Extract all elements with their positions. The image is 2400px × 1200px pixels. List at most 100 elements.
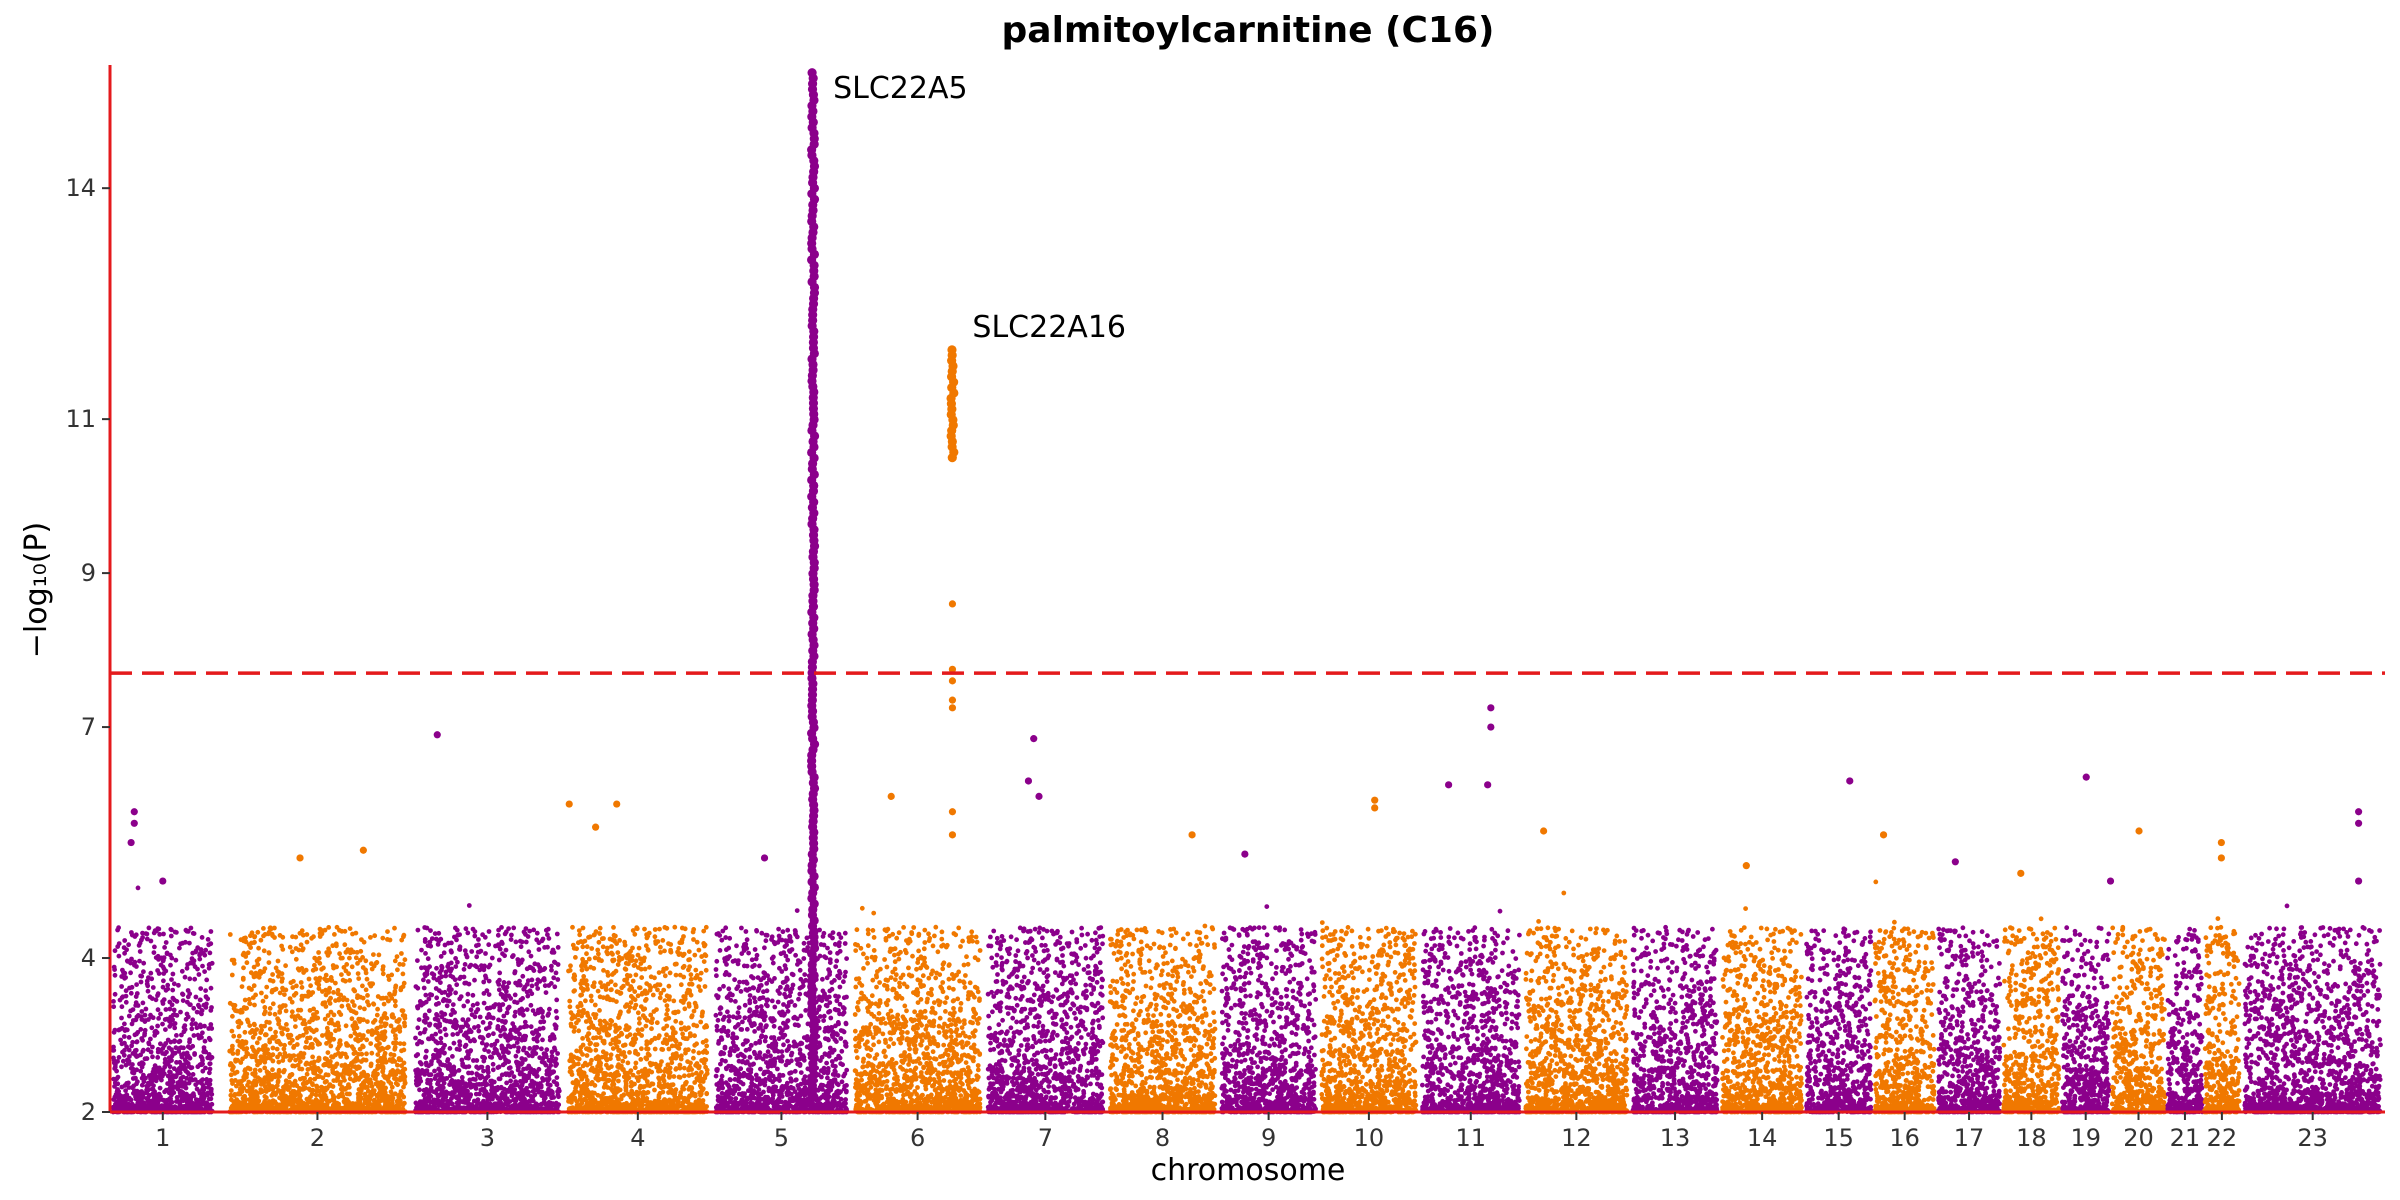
x-tick-label: 20 (2123, 1124, 2154, 1152)
highlight-points (127, 68, 2363, 1102)
x-tick-label: 4 (630, 1124, 645, 1152)
y-tick-label: 4 (81, 944, 96, 972)
snp-point (2082, 773, 2090, 781)
snp-point (1951, 858, 1959, 866)
chromosome-points-17 (1936, 925, 2003, 1115)
snp-point (1188, 831, 1196, 839)
peak-point (807, 68, 817, 78)
x-tick-label: 19 (2070, 1124, 2101, 1152)
snp-point (2217, 838, 2225, 847)
snp-point (2355, 877, 2363, 885)
chromosome-points-9 (1219, 904, 1319, 1115)
chromosome-points-4 (566, 924, 710, 1115)
snp-point (760, 854, 769, 862)
x-tick-label: 14 (1747, 1124, 1778, 1152)
chromosome-points-19 (2060, 925, 2112, 1115)
x-tick-label: 6 (910, 1124, 925, 1152)
snp-point (127, 838, 135, 847)
chromosome-points-22 (2202, 916, 2242, 1115)
x-tick-label: 1 (155, 1124, 170, 1152)
snp-point (1742, 862, 1750, 870)
x-tick-label: 11 (1456, 1124, 1487, 1152)
chromosome-points-7 (985, 925, 1106, 1115)
snp-point (948, 808, 957, 816)
chromosome-points-16 (1872, 879, 1937, 1115)
snp-point (2217, 854, 2225, 862)
x-tick-label: 22 (2207, 1124, 2238, 1152)
x-tick-label: 9 (1261, 1124, 1276, 1152)
chromosome-points-5 (713, 908, 850, 1115)
x-tick-label: 17 (1954, 1124, 1985, 1152)
snp-point (1035, 792, 1043, 800)
x-tick-label: 21 (2170, 1124, 2201, 1152)
y-tick-label: 14 (65, 174, 96, 202)
chromosome-points-10 (1319, 920, 1419, 1115)
chart-title: palmitoylcarnitine (C16) (1002, 10, 1495, 51)
snp-point (565, 800, 573, 808)
x-tick-label: 13 (1660, 1124, 1691, 1152)
y-tick-label: 7 (81, 713, 96, 741)
snp-point (613, 800, 621, 808)
snp-point (948, 677, 957, 685)
snp-point (2355, 808, 2363, 816)
snp-point (2106, 877, 2115, 885)
snp-point (433, 731, 441, 739)
snp-point (1030, 735, 1038, 743)
snp-point (296, 854, 304, 862)
snp-point (2355, 819, 2363, 827)
x-tick-label: 3 (480, 1124, 495, 1152)
y-axis-title: −log₁₀(P) (19, 522, 54, 658)
chromosome-points-2 (227, 924, 408, 1115)
x-axis-ticks: 1 2 3 4 5 6 7 8 9 10 11 12 13 14 15 16 17 18 19 20 21 22 23 (155, 1112, 2328, 1152)
x-tick-label: 16 (1889, 1124, 1920, 1152)
x-tick-label: 8 (1155, 1124, 1170, 1152)
chromosome-points-8 (1107, 923, 1218, 1115)
chromosome-points-21 (2165, 926, 2205, 1115)
snp-point (1487, 704, 1495, 712)
peak-point (947, 345, 957, 355)
chromosome-points-3 (413, 903, 562, 1115)
snp-point (1487, 723, 1495, 731)
chromosome-points-20 (2109, 924, 2168, 1115)
snp-point (948, 696, 957, 704)
snp-point (1540, 827, 1548, 835)
x-axis-title: chromosome (1151, 1153, 1346, 1188)
snp-point (2135, 827, 2143, 835)
chromosome-points-18 (2001, 916, 2062, 1115)
y-axis-ticks: 2 4 7 9 11 14 (65, 174, 110, 1126)
x-tick-label: 18 (2016, 1124, 2047, 1152)
chromosome-points-13 (1630, 924, 1720, 1115)
gene-annotations: SLC22A5 SLC22A16 (833, 71, 1126, 345)
snp-point (1024, 777, 1033, 785)
snp-point (1879, 831, 1888, 839)
snp-point (1371, 804, 1379, 812)
chromosome-points-23 (2242, 903, 2383, 1115)
snp-point (2017, 869, 2025, 877)
snp-point (359, 846, 367, 854)
data-points (110, 879, 2383, 1115)
snp-point (948, 831, 957, 839)
chromosome-points-14 (1720, 906, 1804, 1115)
snp-point (948, 704, 957, 712)
chromosome-points-11 (1420, 908, 1522, 1115)
snp-point (948, 600, 957, 608)
snp-point (1371, 796, 1379, 804)
snp-point (1241, 850, 1249, 858)
snp-point (1484, 781, 1492, 789)
snp-point (1846, 777, 1854, 785)
x-tick-label: 10 (1354, 1124, 1385, 1152)
snp-point (887, 792, 895, 800)
snp-point (130, 808, 138, 816)
gene-label: SLC22A16 (972, 310, 1126, 345)
chromosome-points-15 (1804, 926, 1874, 1115)
snp-point (130, 819, 138, 827)
y-tick-label: 11 (65, 405, 96, 433)
y-tick-label: 9 (81, 559, 96, 587)
gene-label: SLC22A5 (833, 71, 968, 106)
x-tick-label: 12 (1561, 1124, 1592, 1152)
x-tick-label: 2 (310, 1124, 325, 1152)
x-tick-label: 15 (1823, 1124, 1854, 1152)
chromosome-points-1 (110, 885, 215, 1115)
chromosome-points-12 (1523, 890, 1630, 1115)
